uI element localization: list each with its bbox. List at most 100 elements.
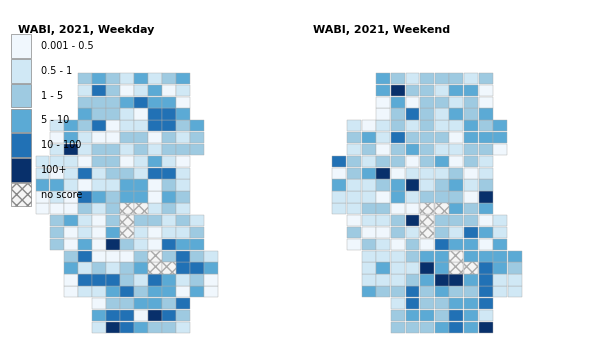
Bar [176,85,190,96]
Bar [362,274,376,286]
Bar [163,156,176,167]
Bar [106,156,120,167]
Bar [347,168,361,179]
Bar [106,73,120,84]
Bar [391,108,405,120]
Bar [362,239,376,250]
Bar [464,239,478,250]
Bar [420,203,434,214]
Bar [362,215,376,226]
Bar [78,168,92,179]
Bar [190,239,203,250]
Bar [64,144,78,155]
Bar [134,203,147,214]
Bar [92,274,105,286]
Bar [420,286,434,297]
Bar [106,298,120,309]
Bar [50,191,63,203]
Bar [347,239,361,250]
Bar [148,286,161,297]
Bar [406,310,420,321]
Bar [148,132,161,143]
Text: no score: no score [41,190,82,200]
Bar [450,262,464,274]
Bar [163,262,176,274]
Bar [190,274,203,286]
Bar [134,168,147,179]
Bar [406,262,420,274]
Bar [479,132,492,143]
Bar [92,215,105,226]
Bar [376,203,390,214]
Bar [391,239,405,250]
Bar [493,120,507,131]
Bar [435,85,448,96]
Bar [120,227,134,238]
Bar [391,215,405,226]
Bar [92,203,105,214]
Bar [479,120,492,131]
Bar [204,286,218,297]
Bar [479,144,492,155]
Bar [464,73,478,84]
Bar [106,310,120,321]
Bar [134,203,147,214]
Bar [163,286,176,297]
Bar [450,168,464,179]
Bar [11,35,31,58]
Bar [464,262,478,274]
Bar [464,298,478,309]
Bar [435,322,448,333]
Bar [163,203,176,214]
Bar [176,168,190,179]
Bar [406,120,420,131]
Bar [420,168,434,179]
Bar [120,262,134,274]
Bar [190,132,203,143]
Bar [406,298,420,309]
Bar [420,227,434,238]
Bar [376,120,390,131]
Bar [464,203,478,214]
Bar [92,227,105,238]
Bar [120,108,134,120]
Bar [391,262,405,274]
Bar [479,96,492,108]
Text: 1 - 5: 1 - 5 [41,91,63,101]
Bar [134,298,147,309]
Bar [176,286,190,297]
Bar [106,108,120,120]
Bar [92,96,105,108]
Bar [391,298,405,309]
Bar [163,144,176,155]
Bar [347,156,361,167]
Bar [376,262,390,274]
Bar [120,251,134,262]
Bar [420,262,434,274]
Bar [64,168,78,179]
Bar [120,120,134,131]
Bar [406,144,420,155]
Bar [450,73,464,84]
Bar [134,274,147,286]
Bar [420,156,434,167]
Bar [435,262,448,274]
Bar [406,286,420,297]
Bar [479,239,492,250]
Bar [406,108,420,120]
Bar [176,179,190,191]
Bar [64,251,78,262]
Bar [148,251,161,262]
Bar [376,251,390,262]
Bar [148,144,161,155]
Bar [92,144,105,155]
Bar [176,310,190,321]
Bar [406,168,420,179]
Bar [50,203,63,214]
Bar [391,191,405,203]
Bar [420,322,434,333]
Bar [120,215,134,226]
Bar [92,156,105,167]
Bar [11,109,31,132]
Bar [106,85,120,96]
